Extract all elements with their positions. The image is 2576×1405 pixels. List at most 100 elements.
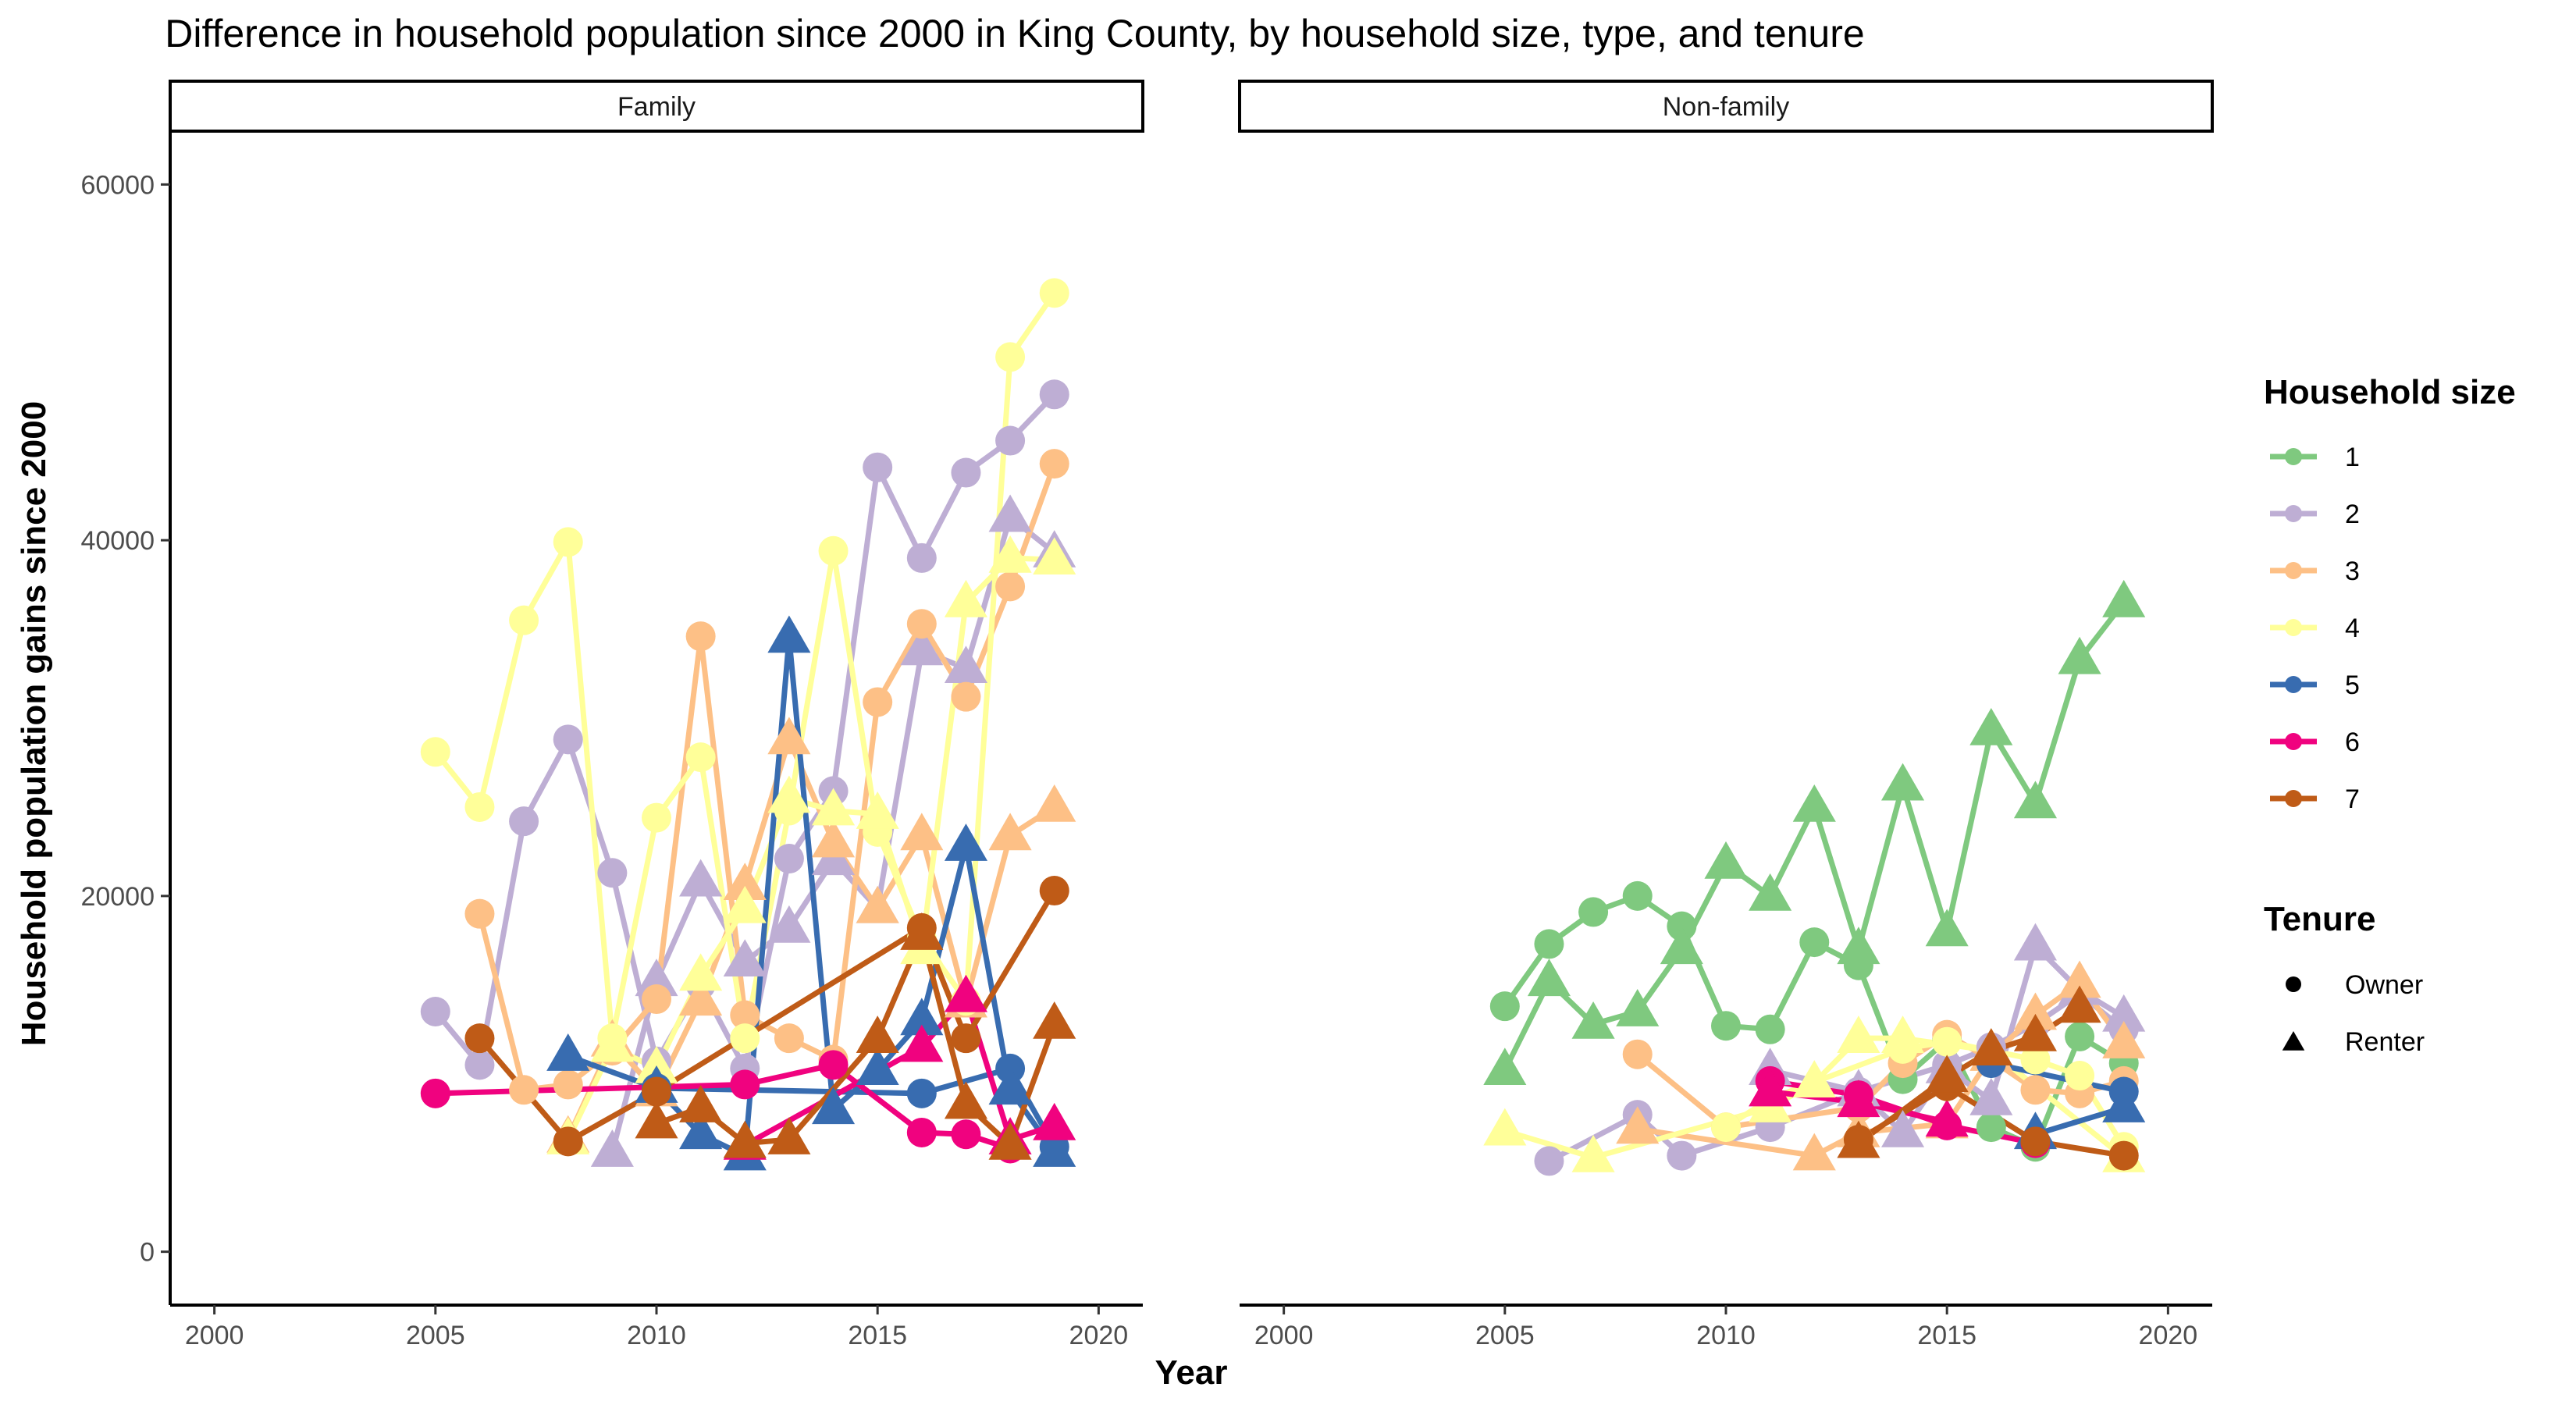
x-tick-label: 2005 — [1475, 1321, 1535, 1350]
series-markers — [420, 278, 2146, 1176]
data-point-owner — [774, 844, 804, 874]
data-point-owner — [1711, 1112, 1741, 1143]
legend-label-size: 2 — [2345, 500, 2360, 529]
x-axis-label: Year — [1155, 1353, 1228, 1392]
data-point-renter — [1969, 1028, 2013, 1065]
data-point-renter — [1880, 763, 1925, 801]
legend-key-dot — [2285, 505, 2302, 522]
data-point-renter — [1704, 841, 1748, 879]
data-point-renter — [944, 1081, 988, 1119]
data-point-owner — [1039, 876, 1069, 906]
data-point-owner — [642, 1076, 671, 1107]
data-point-renter — [988, 1122, 1032, 1160]
data-point-owner — [642, 802, 671, 833]
data-point-renter — [1792, 784, 1836, 822]
y-tick-label: 40000 — [80, 526, 155, 556]
data-point-owner — [730, 1069, 760, 1100]
data-point-renter — [1033, 1001, 1076, 1039]
data-point-renter — [679, 1085, 723, 1122]
data-point-owner — [730, 1023, 760, 1054]
data-point-renter — [2102, 1021, 2146, 1058]
data-point-renter — [679, 1112, 723, 1150]
data-point-owner — [1534, 929, 1564, 959]
legend-key-dot — [2285, 619, 2302, 636]
data-point-owner — [420, 1078, 450, 1108]
data-point-owner — [1489, 991, 1520, 1022]
data-point-owner — [863, 452, 893, 482]
data-point-renter — [988, 535, 1032, 573]
data-point-owner — [995, 342, 1026, 372]
data-point-owner — [597, 858, 628, 888]
series-lines — [432, 290, 2127, 1164]
data-point-owner — [906, 542, 937, 573]
data-point-renter — [1925, 909, 1969, 947]
legend-label-size: 1 — [2345, 443, 2360, 472]
data-point-renter — [1660, 927, 1703, 965]
data-point-owner — [2108, 1140, 2139, 1171]
data-point-owner — [906, 1078, 937, 1108]
data-point-renter — [856, 1048, 899, 1086]
legend-label-size: 4 — [2345, 614, 2360, 643]
data-point-owner — [1534, 1146, 1564, 1176]
data-point-renter — [1969, 1077, 2013, 1115]
facet-strip-label: Non-family — [1663, 92, 1789, 122]
data-point-renter — [944, 579, 988, 617]
data-point-renter — [1033, 537, 1076, 575]
data-point-owner — [509, 1075, 539, 1105]
data-point-renter — [811, 1087, 856, 1125]
x-tick-label: 2020 — [2139, 1321, 2198, 1350]
x-tick-label: 2015 — [848, 1321, 907, 1350]
data-point-renter — [767, 905, 811, 943]
data-point-renter — [723, 885, 767, 923]
data-point-renter — [679, 978, 723, 1016]
data-point-renter — [2058, 985, 2101, 1023]
data-point-renter — [856, 885, 899, 923]
data-point-owner — [951, 457, 981, 488]
data-point-renter — [1880, 1109, 1925, 1147]
data-point-renter — [2013, 1013, 2058, 1051]
data-point-renter — [2102, 579, 2146, 617]
data-point-renter — [900, 998, 944, 1036]
data-point-owner — [553, 724, 583, 755]
data-point-owner — [906, 609, 937, 639]
data-point-renter — [1837, 1120, 1880, 1158]
data-point-renter — [856, 1016, 899, 1054]
y-tick-label: 60000 — [80, 170, 155, 200]
data-point-renter — [1792, 1060, 1836, 1098]
legend-key-dot — [2285, 562, 2302, 579]
data-point-owner — [420, 737, 450, 767]
y-axis-label: Household population gains since 2000 — [15, 401, 53, 1046]
data-point-owner — [1711, 1011, 1741, 1041]
y-tick-label: 0 — [140, 1238, 155, 1268]
x-tick-label: 2010 — [1696, 1321, 1756, 1350]
data-point-owner — [2020, 1075, 2051, 1105]
data-point-owner — [509, 806, 539, 837]
data-point-renter — [2013, 923, 2058, 961]
data-point-owner — [863, 687, 893, 717]
legend-key-dot — [2285, 448, 2302, 465]
data-point-renter — [1527, 959, 1571, 997]
data-point-owner — [1667, 1140, 1697, 1171]
data-point-renter — [1571, 1001, 1615, 1039]
data-point-renter — [1033, 784, 1076, 822]
data-point-renter — [635, 1045, 678, 1083]
data-point-owner — [1622, 880, 1653, 911]
data-point-owner — [685, 742, 716, 773]
data-point-renter — [2102, 994, 2146, 1032]
data-point-owner — [774, 1023, 804, 1054]
data-point-owner — [2020, 1044, 2051, 1075]
data-point-renter — [2013, 781, 2058, 819]
data-point-owner — [553, 1126, 583, 1157]
facet-strip — [1238, 80, 2214, 133]
data-point-renter — [1033, 1102, 1076, 1140]
data-point-owner — [995, 571, 1026, 602]
data-point-owner — [685, 621, 716, 652]
data-point-renter — [1969, 707, 2013, 745]
data-point-owner — [2065, 1061, 2095, 1091]
data-point-renter — [590, 1024, 634, 1062]
data-point-owner — [1578, 897, 1609, 927]
data-point-owner — [2065, 1021, 2095, 1051]
data-point-renter — [1749, 873, 1792, 911]
data-point-owner — [553, 527, 583, 557]
data-point-owner — [1667, 911, 1697, 941]
